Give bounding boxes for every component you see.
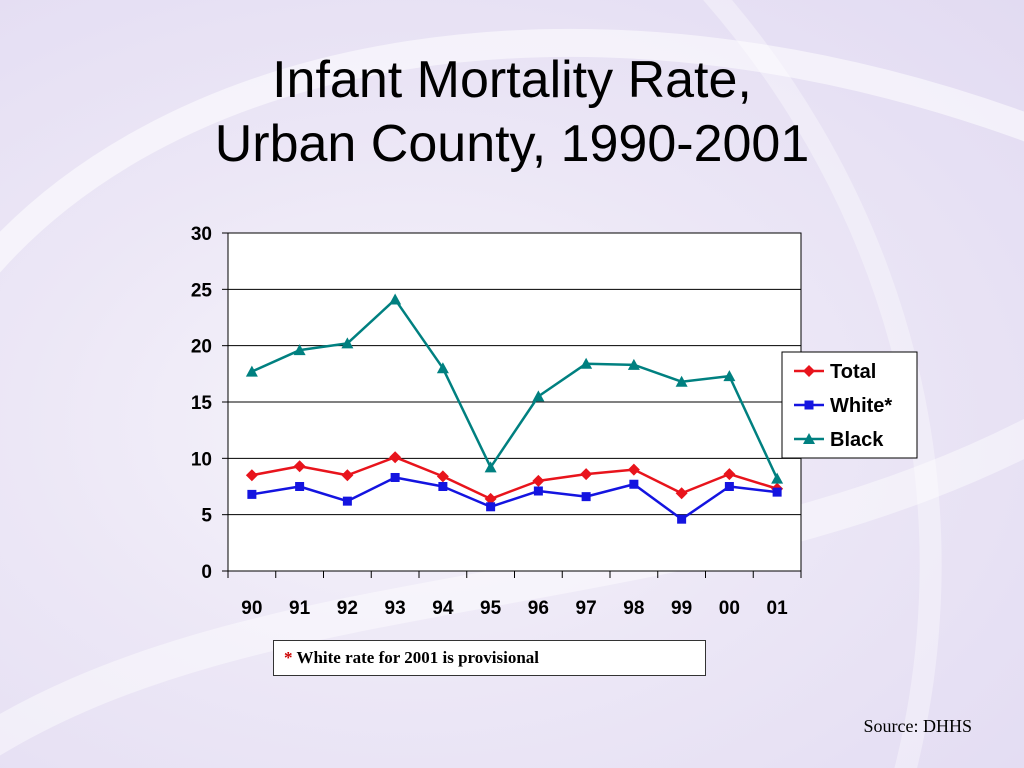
x-tick-label-95: 95 bbox=[480, 598, 502, 619]
footnote-box: * White rate for 2001 is provisional bbox=[273, 640, 706, 676]
x-tick-label-98: 98 bbox=[623, 598, 644, 619]
data-point-black-91 bbox=[293, 344, 306, 356]
y-tick-label-0: 0 bbox=[201, 562, 212, 583]
data-point-white-00 bbox=[724, 482, 734, 491]
y-tick-label-15: 15 bbox=[191, 393, 213, 414]
x-tick-label-97: 97 bbox=[576, 598, 597, 619]
data-point-total-00 bbox=[723, 468, 736, 481]
x-tick-label-00: 00 bbox=[719, 598, 740, 619]
data-point-white-01 bbox=[772, 487, 782, 497]
data-point-black-99 bbox=[675, 375, 688, 387]
data-point-total-93 bbox=[389, 451, 402, 464]
x-tick-label-92: 92 bbox=[337, 598, 358, 619]
series-white bbox=[247, 472, 782, 524]
x-tick-label-90: 90 bbox=[241, 598, 262, 619]
legend-marker-white bbox=[804, 400, 814, 410]
data-point-black-98 bbox=[627, 358, 640, 370]
data-point-white-95 bbox=[486, 502, 496, 512]
y-tick-label-25: 25 bbox=[191, 280, 213, 301]
y-tick-label-30: 30 bbox=[191, 224, 212, 245]
y-tick-label-20: 20 bbox=[191, 337, 212, 358]
data-point-white-90 bbox=[247, 489, 257, 499]
series-line-total bbox=[251, 455, 778, 501]
data-point-black-92 bbox=[341, 337, 354, 349]
data-point-white-91 bbox=[295, 482, 305, 491]
title-line-1: Infant Mortality Rate, bbox=[272, 51, 752, 109]
x-tick-label-91: 91 bbox=[289, 598, 311, 619]
data-point-white-98 bbox=[629, 479, 639, 489]
series-line-white bbox=[251, 476, 778, 521]
data-point-white-99 bbox=[677, 514, 687, 524]
data-point-black-00 bbox=[723, 370, 736, 382]
series-black bbox=[245, 293, 784, 484]
footnote-text: White rate for 2001 is provisional bbox=[292, 648, 539, 667]
data-point-total-95 bbox=[484, 492, 497, 505]
source-label: Source: DHHS bbox=[863, 716, 973, 736]
x-tick-label-01: 01 bbox=[767, 598, 789, 619]
page-title: Infant Mortality Rate, Urban County, 199… bbox=[0, 48, 1024, 176]
data-point-white-96 bbox=[533, 486, 543, 496]
data-point-total-96 bbox=[532, 474, 545, 487]
data-point-total-94 bbox=[436, 470, 449, 483]
data-point-total-91 bbox=[293, 460, 306, 473]
x-tick-label-94: 94 bbox=[432, 598, 454, 619]
data-point-total-98 bbox=[627, 463, 640, 476]
series-group bbox=[245, 293, 784, 524]
x-tick-label-99: 99 bbox=[671, 598, 692, 619]
legend: Total White* Black bbox=[781, 351, 918, 459]
data-point-total-99 bbox=[675, 487, 688, 500]
data-point-black-95 bbox=[484, 461, 497, 473]
series-total bbox=[245, 451, 784, 505]
title-line-2: Urban County, 1990-2001 bbox=[214, 115, 810, 173]
legend-label-total: Total bbox=[830, 361, 876, 383]
data-point-black-94 bbox=[436, 362, 449, 374]
axes: 0 5 10 15 20 25 30 90 91 92 93 94 95 96 97 98 99 00 01 bbox=[191, 224, 802, 619]
data-point-black-90 bbox=[245, 365, 258, 377]
legend-label-white: White* bbox=[830, 395, 892, 417]
x-tick-label-93: 93 bbox=[385, 598, 406, 619]
data-point-black-97 bbox=[580, 357, 593, 369]
data-point-total-92 bbox=[341, 469, 354, 482]
legend-marker-black bbox=[803, 433, 815, 444]
legend-label-black: Black bbox=[830, 429, 884, 451]
data-point-white-94 bbox=[438, 482, 448, 491]
y-tick-label-10: 10 bbox=[191, 449, 212, 470]
data-point-white-97 bbox=[581, 492, 591, 502]
footnote-star: * bbox=[284, 648, 293, 667]
data-point-white-93 bbox=[390, 472, 400, 482]
data-point-black-93 bbox=[389, 293, 402, 305]
series-line-black bbox=[251, 298, 779, 480]
y-tick-label-5: 5 bbox=[201, 506, 212, 527]
data-point-white-92 bbox=[342, 496, 352, 506]
data-point-black-01 bbox=[771, 472, 784, 484]
data-point-total-97 bbox=[580, 468, 593, 481]
data-point-total-90 bbox=[245, 469, 258, 482]
data-point-black-96 bbox=[532, 390, 545, 402]
legend-marker-total bbox=[803, 365, 815, 377]
x-tick-label-96: 96 bbox=[528, 598, 549, 619]
